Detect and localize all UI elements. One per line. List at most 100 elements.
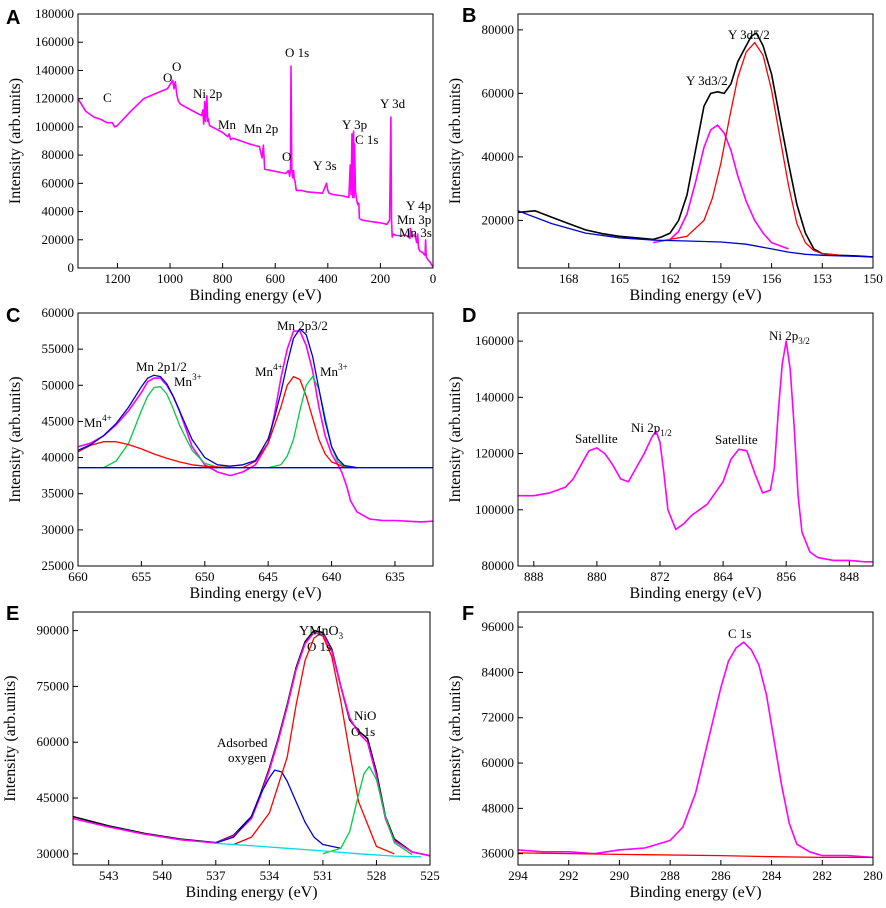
panel-c-series-1: [103, 386, 231, 469]
annotation-c-mn4-right: Mn4+: [255, 362, 283, 379]
panel-e-series-3: [233, 633, 395, 855]
panel-f-ytick-label-4: 84000: [482, 664, 515, 679]
panel-letter-c: C: [6, 305, 20, 327]
panel-letter-e: E: [6, 603, 19, 625]
panel-e-xtick-label-2: 537: [206, 868, 226, 883]
panel-e-ytick-label-1: 45000: [37, 790, 70, 805]
panel-f-xtick-label-7: 280: [863, 868, 883, 883]
panel-b-xtick-label-4: 156: [762, 271, 782, 286]
panel-f-xtick-label-0: 294: [508, 868, 528, 883]
panel-b-xtick-label-0: 168: [559, 271, 579, 286]
panel-b-xtick-label-3: 159: [711, 271, 731, 286]
panel-e-annotations: YMnO3 O 1s NiO O 1s Adsorbed oxygen: [217, 624, 376, 765]
panel-c-xtick-label-1: 655: [132, 569, 152, 584]
panel-e-chart: 543 540 537 534 531 528 525 30000 45000 60000 7500…: [2, 611, 440, 901]
annotation-b-y3d32: Y 3d3/2: [686, 73, 728, 88]
panel-a-ytick-label-3: 60000: [42, 175, 75, 190]
panel-b-xtick-label-2: 162: [660, 271, 680, 286]
panel-e-xtick-label-3: 534: [260, 868, 280, 883]
panel-c-chart: 660 655 650 645 640 635 25000 30000 35000 40000 45…: [7, 305, 434, 602]
panel-letter-b: B: [462, 5, 476, 27]
panel-c-series-3: [242, 375, 357, 469]
panel-a-ylabel: Intensity (arb.units): [7, 78, 24, 204]
panel-c-axis-frame: [77, 312, 434, 567]
panel-d-xtick-label-4: 856: [776, 569, 796, 584]
annotation-e-oxygen: oxygen: [228, 750, 267, 765]
panel-c-xtick-label-4: 640: [322, 569, 342, 584]
panel-f-ytick-label-2: 60000: [482, 755, 515, 770]
annotation-a-o-1: O: [163, 70, 172, 85]
panel-c-series-2: [78, 441, 231, 469]
panel-d-series-group: [518, 340, 873, 563]
annotation-f-c1s: C 1s: [728, 626, 751, 641]
panel-e-series-2: [215, 769, 341, 849]
panel-b-ytick-label-1: 40000: [482, 149, 515, 164]
panel-a-axis-frame: [77, 13, 434, 269]
panel-d-ytick-label-1: 100000: [475, 502, 514, 517]
panel-d-xtick-label-0: 888: [524, 569, 544, 584]
panel-b-series-1: [653, 124, 789, 250]
panel-e-series-group: [73, 629, 430, 858]
panel-d-xtick-label-2: 872: [650, 569, 670, 584]
panel-d-axis-frame: [517, 312, 874, 567]
panel-a-ytick-label-7: 140000: [35, 62, 74, 77]
panel-e-ytick-label-2: 60000: [37, 734, 70, 749]
panel-c-annotations: Mn 2p3/2 Mn 2p1/2 Mn3+ Mn4+ Mn4+ Mn3+: [84, 318, 348, 430]
panel-a-xtick-label-1: 1000: [157, 271, 183, 286]
panel-b-ytick-label-2: 60000: [482, 85, 515, 100]
panel-a-ytick-label-6: 120000: [35, 91, 74, 106]
annotation-a-mn: Mn: [218, 117, 237, 132]
panel-e-ytick-label-4: 90000: [37, 623, 70, 638]
panel-c-xtick-label-2: 650: [195, 569, 215, 584]
panel-c-ylabel: Intensity (arb.units): [7, 376, 24, 502]
panel-c-ytick-label-6: 55000: [42, 341, 75, 356]
annotation-a-ni2p: Ni 2p: [193, 86, 222, 101]
panel-b-xtick-label-6: 150: [863, 271, 883, 286]
annotation-e-o1s-1: O 1s: [307, 639, 331, 654]
annotation-d-ni2p12: Ni 2p1/2: [631, 420, 672, 438]
annotation-d-ni2p32: Ni 2p3/2: [769, 328, 810, 346]
annotation-c-mn3-left: Mn3+: [174, 372, 202, 389]
panel-c-xlabel: Binding energy (eV): [189, 585, 321, 602]
panel-d-xlabel: Binding energy (eV): [629, 585, 761, 602]
panel-a-xtick-label-3: 600: [265, 271, 285, 286]
annotation-a-c: C: [103, 90, 112, 105]
annotation-e-ymno3: YMnO3: [299, 624, 344, 641]
annotation-a-y3s: Y 3s: [313, 158, 337, 173]
annotation-a-y4p: Y 4p: [406, 198, 431, 213]
panel-d-ytick-label-4: 160000: [475, 333, 514, 348]
panel-f-xtick-label-1: 292: [559, 868, 579, 883]
panel-d-chart: 888 880 872 864 856 848 80000 100000 120000 14000…: [447, 312, 874, 602]
panel-f-ytick-label-1: 48000: [482, 800, 515, 815]
annotation-c-mn3-right: Mn3+: [320, 362, 348, 379]
panel-f-series-0: [518, 641, 873, 859]
panel-f-ytick-label-5: 96000: [482, 619, 515, 634]
panel-b-xtick-label-5: 153: [813, 271, 833, 286]
panel-e-xtick-label-5: 528: [367, 868, 387, 883]
panel-a-ytick-label-2: 40000: [42, 204, 75, 219]
panel-c-ytick-label-7: 60000: [42, 305, 75, 320]
panel-c-ytick-label-2: 35000: [42, 486, 75, 501]
annotation-a-c1s: C 1s: [355, 132, 378, 147]
panel-b-series-3: [518, 210, 873, 258]
panel-b-series-group: [518, 32, 873, 258]
annotation-c-mn4-left: Mn4+: [84, 413, 112, 430]
panel-f-chart: 294 292 290 288 286 284 282 280 36000 48000 60000 7…: [447, 611, 883, 901]
annotation-a-y3p: Y 3p: [342, 117, 367, 132]
panel-b-series-2: [669, 41, 840, 256]
panel-a-annotations: C O O Ni 2p Mn Mn 2p O 1s O Y 3s Y 3p C …: [103, 45, 432, 240]
annotation-b-y3d52: Y 3d5/2: [728, 27, 770, 42]
annotation-c-mn2p32: Mn 2p3/2: [277, 318, 328, 333]
panel-e-axis-frame: [72, 611, 431, 866]
panel-a-ytick-label-8: 160000: [35, 34, 74, 49]
panel-d-annotations: Satellite Ni 2p1/2 Satellite Ni 2p3/2: [575, 328, 810, 447]
panel-c-series-0: [78, 330, 433, 523]
panel-f-ytick-label-3: 72000: [482, 710, 515, 725]
annotation-a-mn3s: Mn 3s: [399, 225, 432, 240]
panel-f-xtick-label-3: 288: [660, 868, 680, 883]
panel-a-xlabel: Binding energy (eV): [189, 287, 321, 304]
panel-a-series-0: [78, 65, 433, 268]
panel-c-xtick-label-5: 635: [385, 569, 405, 584]
panel-e-xtick-label-0: 543: [99, 868, 119, 883]
panel-f-xtick-label-6: 282: [813, 868, 833, 883]
